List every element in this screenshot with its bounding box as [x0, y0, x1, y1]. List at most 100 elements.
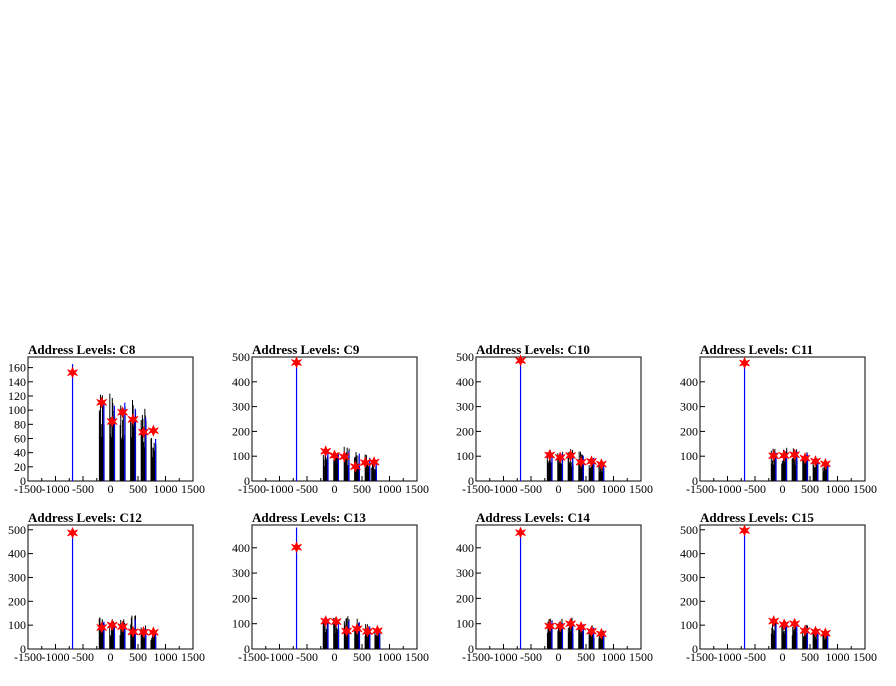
peak-marker: [341, 625, 352, 638]
peak-marker: [799, 452, 811, 465]
histogram-group: [98, 394, 105, 481]
y-tick-label: 200: [456, 424, 474, 438]
y-tick-label: 200: [456, 591, 474, 605]
peak-marker: [768, 615, 780, 628]
histogram-panel: 0 100 200 300 400 -1500 -1000 -500 0 500 1000 1500 A…: [224, 511, 448, 686]
peak-marker: [565, 617, 576, 630]
peak-marker: [596, 627, 607, 640]
histogram-panel: 0 100 200 300 400 -1500 -1000 -500 0 500 1000 1500 A…: [448, 511, 672, 686]
x-tick-label: 0: [780, 650, 786, 664]
x-tick-label: 1500: [629, 650, 653, 664]
x-tick-label: 0: [332, 650, 338, 664]
peak-marker: [96, 621, 108, 634]
y-tick-label: 300: [232, 566, 250, 580]
y-tick-label: 100: [680, 618, 698, 632]
x-tick-label: 1000: [826, 482, 850, 496]
peak-marker: [106, 619, 118, 632]
y-tick-label: 0: [20, 642, 26, 656]
x-tick-label: 1000: [154, 482, 178, 496]
panel-title: Address Levels: C10: [476, 342, 590, 357]
peak-marker: [96, 396, 108, 409]
y-tick-label: 60: [14, 431, 26, 445]
peak-marker: [739, 524, 750, 537]
peak-marker: [372, 624, 383, 637]
plot-frame: [27, 524, 194, 650]
y-tick-label: 500: [456, 350, 474, 364]
x-tick-label: -500: [520, 650, 542, 664]
histogram-group: [150, 437, 157, 481]
y-tick-label: 200: [680, 594, 698, 608]
y-tick-label: 500: [8, 523, 26, 537]
y-tick-label: 200: [8, 594, 26, 608]
x-tick-label: -1000: [266, 482, 294, 496]
peak-marker: [810, 625, 821, 638]
peak-marker: [106, 415, 118, 428]
peak-marker: [544, 619, 556, 632]
peak-marker: [810, 455, 821, 468]
x-tick-label: -1500: [686, 482, 714, 496]
x-tick-label: 0: [108, 482, 114, 496]
y-tick-label: 100: [680, 449, 698, 463]
x-tick-label: -1500: [462, 650, 490, 664]
peak-marker: [565, 449, 576, 462]
x-tick-label: 0: [108, 650, 114, 664]
histogram-panel: 0 100 200 300 400 500 -1500 -1000 -500 0 500 1000 15…: [224, 343, 448, 518]
x-tick-label: -1000: [714, 650, 742, 664]
peak-marker: [148, 424, 159, 437]
x-tick-label: 500: [129, 650, 147, 664]
x-tick-label: 1000: [378, 482, 402, 496]
plot-frame: [699, 524, 866, 650]
y-tick-label: 0: [468, 474, 474, 488]
histogram-plot: 0 100 200 300 400 -1500 -1000 -500 0 500 1000 1500: [456, 524, 653, 664]
x-tick-label: 1500: [853, 650, 877, 664]
x-tick-label: -1500: [462, 482, 490, 496]
histogram-grid: 0 20 40 60 80 100 120 140 160 -1500 -1000 -500 0 500 1…: [8, 342, 877, 665]
y-tick-label: 160: [8, 361, 26, 375]
y-tick-label: 400: [680, 547, 698, 561]
x-tick-label: -500: [744, 650, 766, 664]
peak-marker: [350, 460, 361, 473]
peak-marker: [575, 620, 587, 633]
peak-marker: [127, 625, 139, 638]
x-tick-label: 1000: [602, 650, 626, 664]
peak-marker: [320, 445, 332, 458]
histogram-group: [822, 632, 829, 649]
y-tick-label: 200: [232, 424, 250, 438]
peak-marker: [320, 615, 332, 628]
x-tick-label: -500: [296, 650, 318, 664]
x-tick-label: -1500: [14, 650, 42, 664]
x-tick-label: 500: [577, 482, 595, 496]
x-tick-label: -500: [520, 482, 542, 496]
peak-marker: [586, 455, 597, 468]
peak-marker: [789, 448, 800, 461]
y-tick-label: 0: [468, 642, 474, 656]
y-tick-label: 120: [8, 389, 26, 403]
peak-marker: [778, 449, 790, 462]
peak-marker: [554, 451, 566, 464]
peak-marker: [339, 450, 350, 463]
peak-marker: [820, 457, 831, 470]
x-tick-label: 1500: [405, 650, 429, 664]
histogram-plot: 0 100 200 300 400 500 -1500 -1000 -500 0 500 1000 15…: [8, 523, 205, 664]
peak-marker: [739, 356, 750, 369]
y-tick-label: 200: [232, 591, 250, 605]
x-tick-label: -1500: [14, 482, 42, 496]
y-tick-label: 0: [692, 642, 698, 656]
histogram-group: [322, 453, 329, 481]
histogram-group: [822, 462, 829, 481]
x-tick-label: -1000: [42, 650, 70, 664]
panel-title: Address Levels: C8: [28, 342, 136, 357]
peak-marker: [291, 541, 302, 554]
x-tick-label: -1000: [42, 482, 70, 496]
peak-marker: [138, 426, 149, 439]
y-tick-label: 400: [232, 541, 250, 555]
x-tick-label: 1500: [181, 482, 205, 496]
y-tick-label: 400: [232, 375, 250, 389]
x-tick-label: 1500: [629, 482, 653, 496]
histogram-group: [130, 399, 137, 481]
peak-marker: [820, 627, 831, 640]
y-tick-label: 400: [456, 541, 474, 555]
x-tick-label: 500: [801, 650, 819, 664]
x-tick-label: -1500: [686, 650, 714, 664]
peak-marker: [768, 449, 780, 462]
